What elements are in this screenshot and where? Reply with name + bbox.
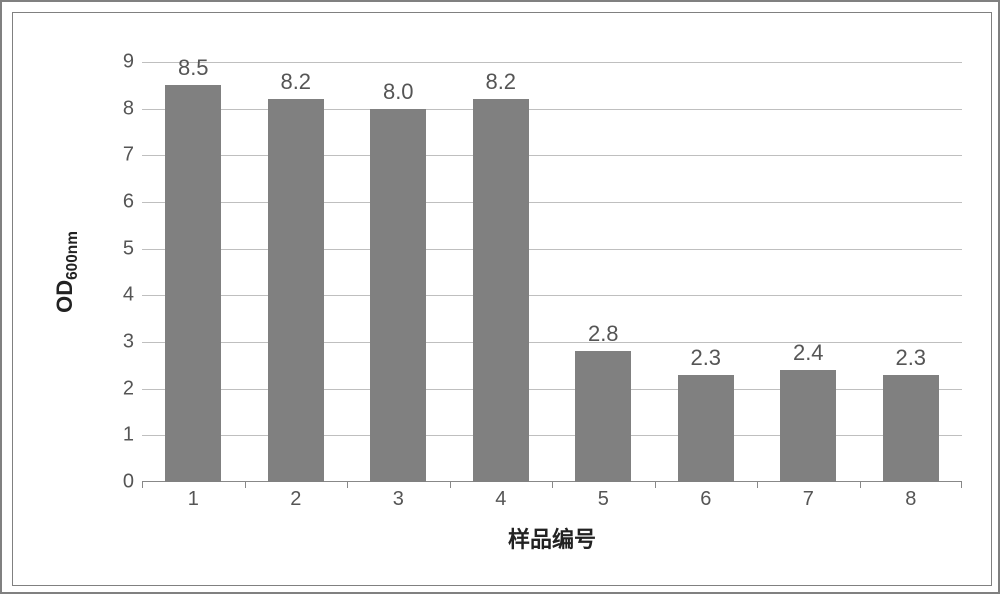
x-tick-mark	[142, 482, 143, 488]
y-axis-title: OD600nm	[52, 231, 82, 313]
bar	[883, 375, 939, 482]
gridline	[142, 342, 962, 343]
data-label: 8.5	[178, 55, 209, 85]
y-tick-label: 4	[123, 284, 142, 307]
y-axis-title-sub: 600nm	[64, 231, 81, 280]
chart-area: 0 1 2 3 4 5 6 7 8 9 8.5 1 8.2 2 8.0 3 8.2 4 2.8 5 2.3 6 2.4 7 2.…	[12, 12, 992, 586]
gridline	[142, 295, 962, 296]
y-tick-label: 1	[123, 424, 142, 447]
bar	[780, 370, 836, 482]
data-label: 2.3	[690, 345, 721, 375]
x-tick-label: 1	[188, 482, 199, 511]
y-tick-label: 0	[123, 471, 142, 494]
data-label: 2.8	[588, 321, 619, 351]
data-label: 8.2	[485, 69, 516, 99]
x-tick-mark	[655, 482, 656, 488]
y-axis-title-main: OD	[52, 280, 77, 313]
x-tick-label: 4	[495, 482, 506, 511]
bar	[678, 375, 734, 482]
x-axis-title: 样品编号	[508, 522, 596, 554]
x-tick-label: 3	[393, 482, 404, 511]
gridline	[142, 435, 962, 436]
y-tick-label: 5	[123, 237, 142, 260]
bar	[370, 109, 426, 482]
gridline	[142, 389, 962, 390]
gridline	[142, 109, 962, 110]
data-label: 8.2	[280, 69, 311, 99]
gridline	[142, 202, 962, 203]
y-tick-label: 6	[123, 191, 142, 214]
y-tick-label: 9	[123, 51, 142, 74]
data-label: 2.3	[895, 345, 926, 375]
x-tick-mark	[347, 482, 348, 488]
gridline	[142, 249, 962, 250]
x-tick-mark	[961, 482, 962, 488]
data-label: 8.0	[383, 79, 414, 109]
x-tick-mark	[245, 482, 246, 488]
bar	[165, 85, 221, 482]
x-tick-label: 6	[700, 482, 711, 511]
gridline	[142, 155, 962, 156]
bar	[268, 99, 324, 482]
x-tick-mark	[860, 482, 861, 488]
plot-area: 01234567898.518.228.038.242.852.362.472.…	[142, 62, 962, 482]
bar	[575, 351, 631, 482]
bar	[473, 99, 529, 482]
x-tick-label: 7	[803, 482, 814, 511]
x-tick-label: 2	[290, 482, 301, 511]
data-label: 2.4	[793, 340, 824, 370]
x-tick-mark	[450, 482, 451, 488]
y-tick-label: 2	[123, 377, 142, 400]
chart-outer-frame: 0 1 2 3 4 5 6 7 8 9 8.5 1 8.2 2 8.0 3 8.2 4 2.8 5 2.3 6 2.4 7 2.…	[0, 0, 1000, 594]
x-tick-mark	[552, 482, 553, 488]
y-tick-label: 3	[123, 331, 142, 354]
gridline	[142, 62, 962, 63]
y-tick-label: 8	[123, 97, 142, 120]
x-tick-label: 5	[598, 482, 609, 511]
y-tick-label: 7	[123, 144, 142, 167]
x-tick-mark	[757, 482, 758, 488]
x-tick-label: 8	[905, 482, 916, 511]
